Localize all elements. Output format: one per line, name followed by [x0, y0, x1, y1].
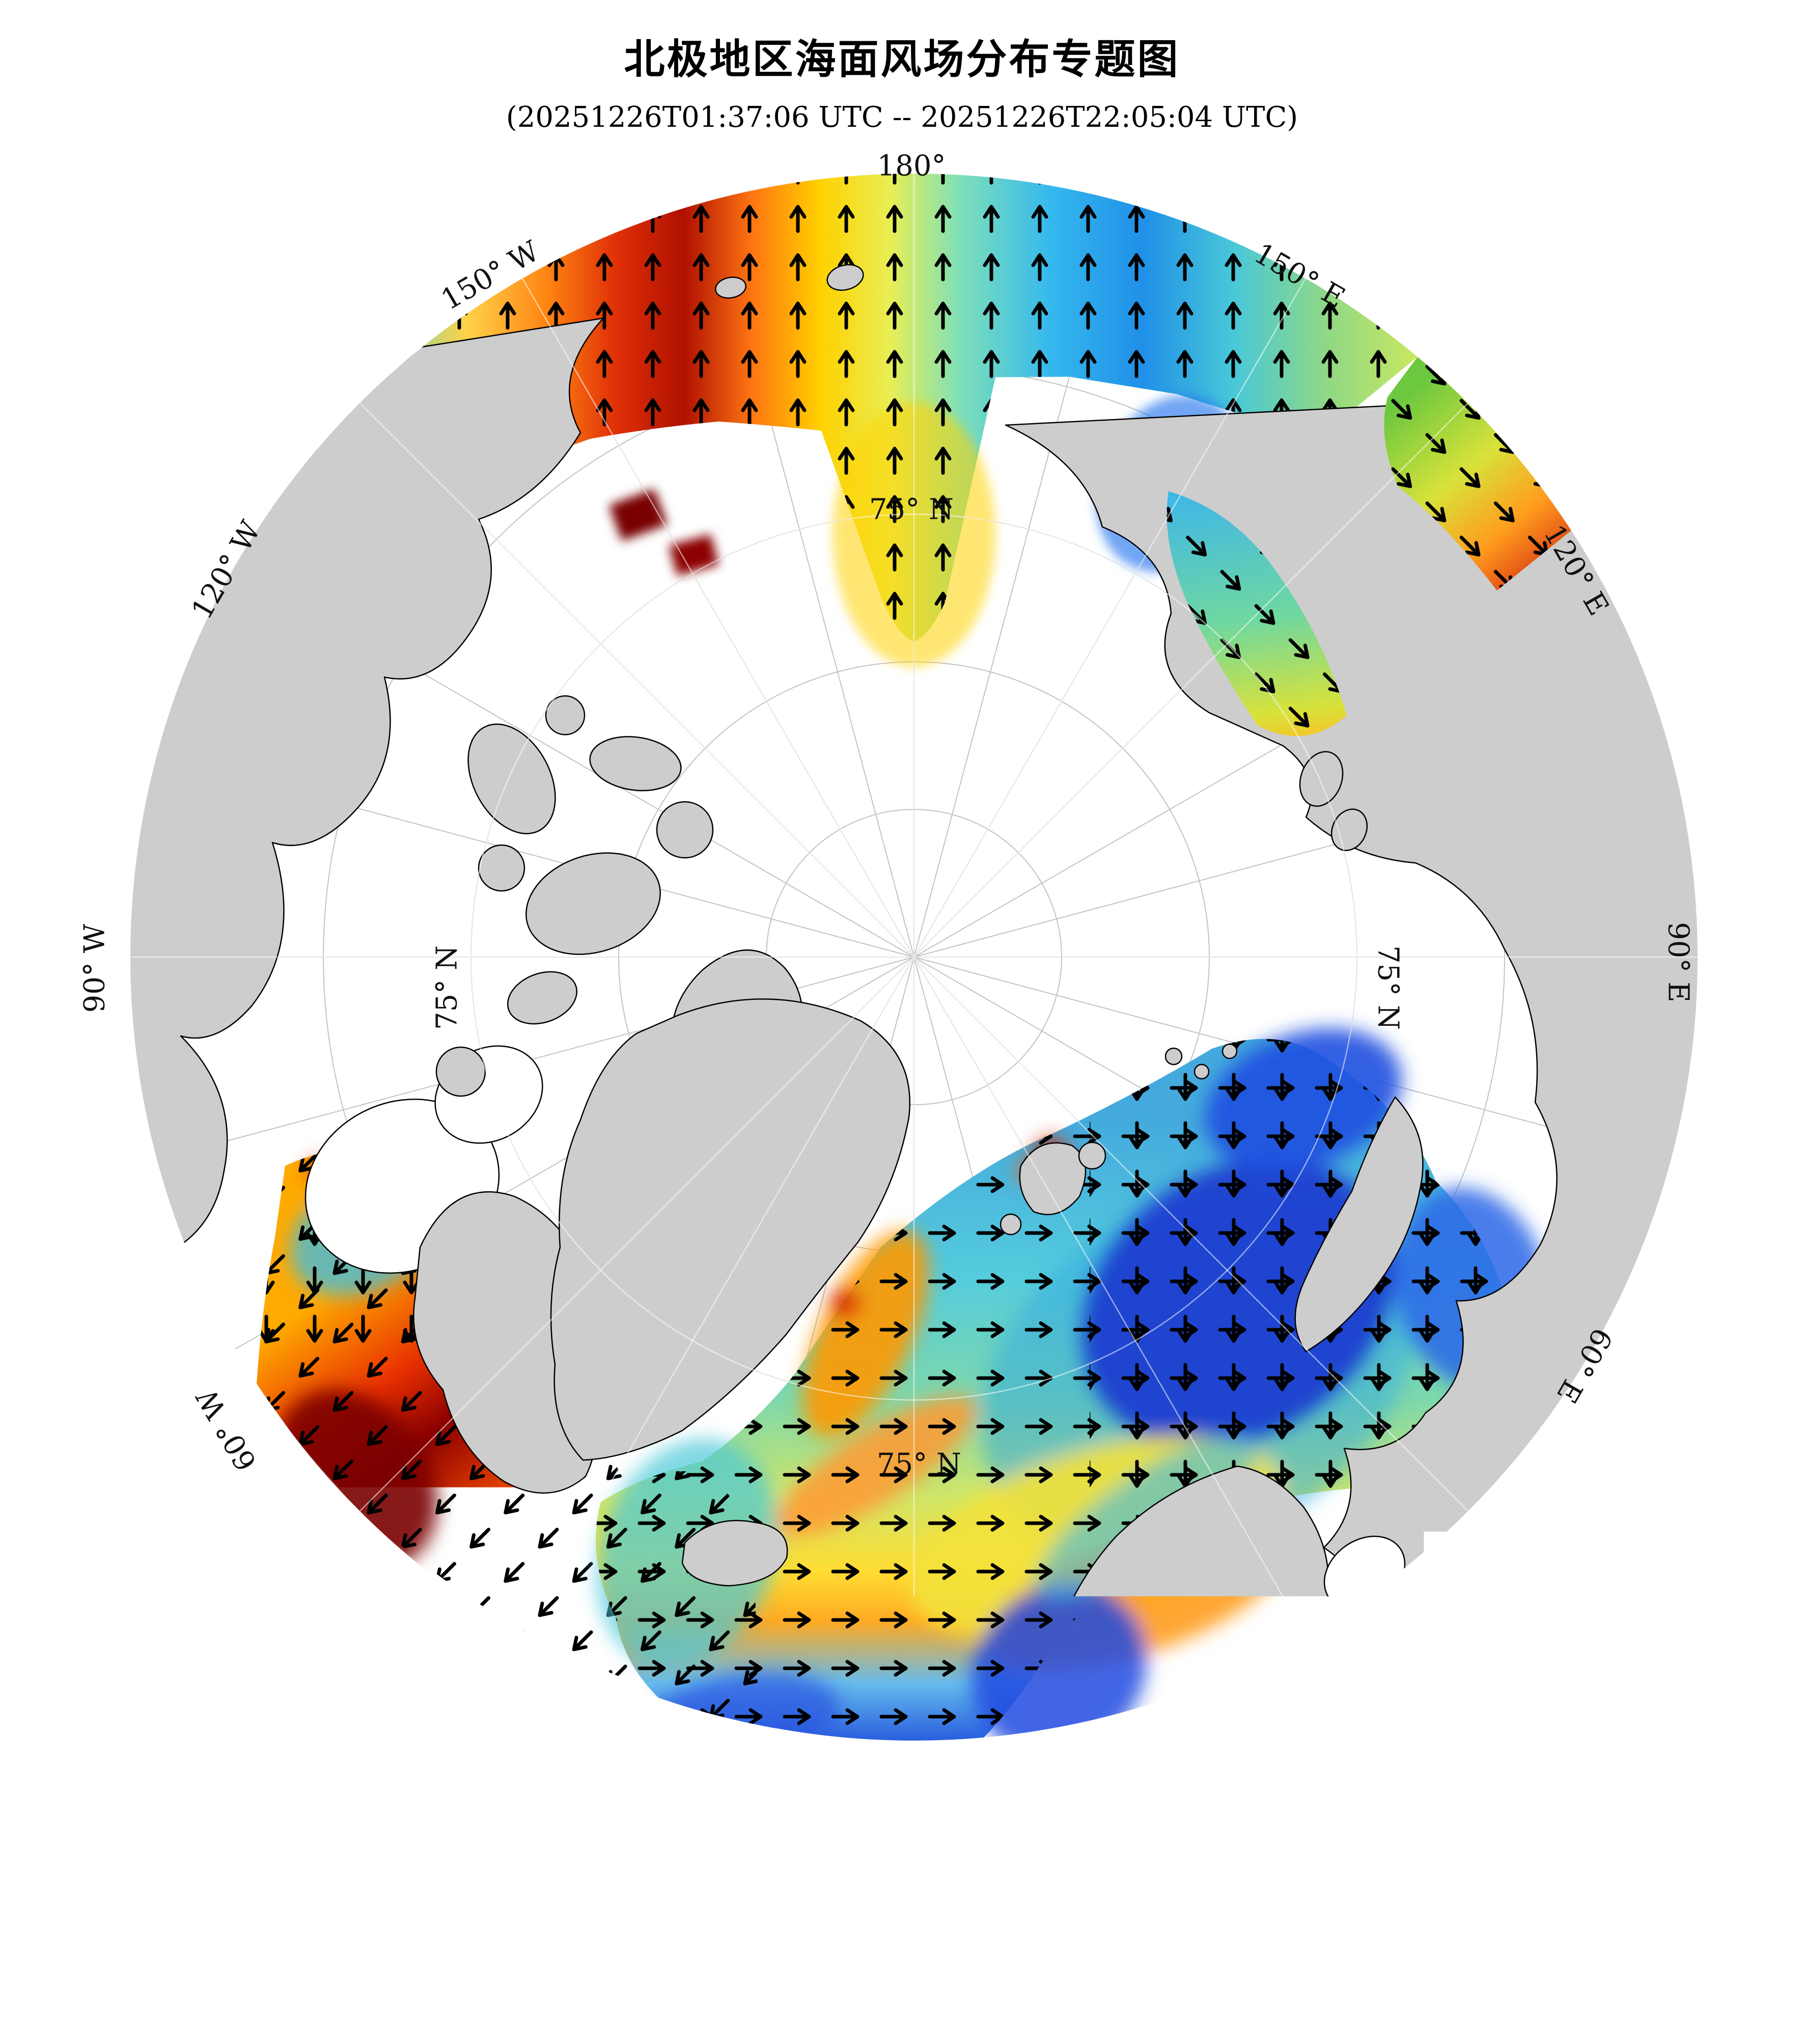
arctic-wind-map: 180° 150° W 120° W 90° W 60° W 30° W 0° … — [0, 0, 1804, 1797]
colorbar-left-arrow-icon — [214, 1803, 288, 1847]
island-franz-josef — [1165, 1048, 1182, 1065]
lat-label-75n-left: 75° N — [431, 945, 464, 1030]
page: 北极地区海面风场分布专题图 (20251226T01:37:06 UTC -- … — [0, 0, 1804, 2044]
colorbar-right-arrow-icon — [1491, 1803, 1567, 1847]
graticule-overlay — [130, 174, 1698, 1741]
footer: NATIONAL SATELLITE OCEAN APPLICATION SER… — [0, 1884, 1804, 2044]
lat-label-75n-top: 75° N — [869, 493, 954, 526]
lon-label-90w: 90° W — [78, 923, 112, 1013]
footer-scale: 比例尺：1:1,100,000 — [743, 1982, 1031, 2023]
lat-label-75n-right: 75° N — [1372, 945, 1405, 1030]
island-shetland — [898, 1682, 914, 1698]
lon-label-180: 180° — [877, 150, 946, 183]
lat-label-75n-bottom: 75° N — [877, 1448, 961, 1481]
lon-label-90e: 90° E — [1662, 922, 1695, 1002]
island-faroe — [836, 1640, 850, 1654]
footer-mapping-date: 制图时间：2025年12月27日 — [196, 1982, 569, 2023]
map-disk — [41, 174, 1762, 1791]
colorbar-gradient — [290, 1803, 1487, 1847]
footer-coordinate-sys: 坐标系：Lambert_Azimuthal_Equal_Area — [743, 1913, 1321, 1954]
footer-sensor: 传 感 器：微波散射计 — [1431, 1982, 1706, 2023]
lon-label-0: 0° — [914, 1754, 947, 1787]
lon-label-60w: 60° W — [190, 1383, 264, 1476]
footer-mapping-unit: 制图单位：国家卫星海洋应用中心 — [196, 1913, 624, 1954]
footer-satellite-name: 卫星名称：HY-2B — [1431, 1913, 1662, 1954]
